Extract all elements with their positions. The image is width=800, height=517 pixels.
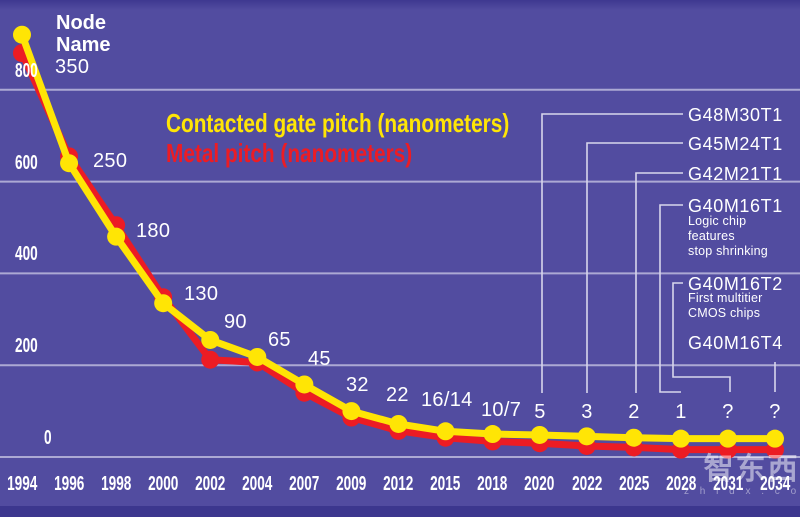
annotation-note-logic-chip: Logic chip features stop shrinking	[688, 214, 768, 259]
annotation-note-line: First multitier	[688, 291, 763, 305]
point-label-q2: ?	[769, 401, 781, 423]
annotation-code-g40m16t4: G40M16T4	[688, 333, 783, 353]
x-tick-label: 2004	[242, 473, 273, 495]
connector-g48m30t1	[541, 113, 683, 393]
data-point	[201, 350, 220, 369]
point-label-350: 350	[55, 56, 90, 78]
data-point	[577, 427, 596, 446]
point-label-32: 32	[346, 374, 369, 396]
top-shade-band	[0, 0, 800, 10]
watermark: 智东西 z h i d x . c o m	[684, 453, 800, 498]
data-point	[201, 330, 220, 349]
point-label-16-14: 16/14	[421, 389, 473, 411]
node-name-header-line1: Node	[56, 12, 106, 34]
connector-g42m21t1	[635, 172, 683, 393]
x-tick-label: 2034	[759, 473, 791, 495]
x-tick-label: 1994	[6, 473, 38, 495]
y-tick-label: 600	[15, 151, 38, 174]
bottom-shade-band	[0, 506, 800, 517]
data-point	[295, 375, 314, 394]
x-tick-label: 2025	[618, 473, 649, 495]
connector-g40m16t2	[672, 282, 731, 392]
y-tick-label: 200	[15, 335, 38, 358]
gate-pitch-series	[13, 25, 784, 448]
point-label-5: 5	[534, 401, 546, 423]
point-label-22: 22	[386, 384, 409, 406]
data-point	[248, 347, 267, 366]
x-tick-label: 1996	[53, 473, 85, 495]
x-tick-label: 2009	[336, 473, 367, 495]
annotation-note-line: stop shrinking	[688, 244, 768, 258]
annotation-connectors	[541, 113, 776, 393]
annotation-code-g40m16t2: G40M16T2	[688, 274, 783, 294]
point-label-3: 3	[581, 401, 593, 423]
point-label-65: 65	[268, 329, 291, 351]
annotation-code-g42m21t1: G42M21T1	[688, 164, 783, 184]
x-tick-label: 2002	[195, 473, 226, 495]
annotation-code-g40m16t1: G40M16T1	[688, 196, 783, 216]
point-label-q1: ?	[722, 401, 734, 423]
annotation-code-g48m30t1: G48M30T1	[688, 105, 783, 125]
x-tick-label: 2028	[665, 473, 697, 495]
point-label-45: 45	[308, 348, 331, 370]
y-tick-label: 0	[44, 427, 52, 449]
annotation-note-multitier: First multitier CMOS chips	[688, 291, 763, 321]
data-point	[60, 154, 79, 173]
connector-g45m24t1	[586, 142, 683, 393]
x-tick-label: 2007	[289, 473, 320, 495]
data-point	[436, 422, 455, 441]
watermark-domain: z h i d x . c o m	[684, 486, 800, 497]
watermark-logo: 智东西	[703, 453, 800, 486]
data-point	[13, 25, 31, 44]
annotation-note-line: CMOS chips	[688, 306, 761, 320]
legend-metal-pitch: Metal pitch (nanometers)	[166, 140, 474, 166]
y-tick-label: 400	[15, 243, 38, 266]
legend-gate-pitch: Contacted gate pitch (nanometers)	[166, 110, 595, 136]
point-label-1: 1	[675, 401, 687, 423]
point-label-180: 180	[136, 220, 171, 242]
x-tick-label: 2031	[712, 473, 744, 495]
data-point	[766, 429, 784, 448]
annotation-note-line: Logic chip	[688, 214, 747, 228]
gridlines	[0, 88, 800, 458]
data-point	[671, 429, 690, 448]
data-point	[483, 425, 502, 444]
x-tick-label: 2000	[148, 473, 179, 495]
x-tick-label: 1998	[100, 473, 132, 495]
x-tick-label: 2012	[383, 473, 414, 495]
annotation-code-g45m24t1: G45M24T1	[688, 134, 783, 154]
node-name-header-line2: Name	[56, 34, 111, 56]
point-label-2: 2	[628, 401, 640, 423]
data-point	[107, 227, 126, 246]
x-tick-label: 2022	[571, 473, 602, 495]
connector-g40m16t1	[659, 204, 683, 393]
y-tick-label: 800	[15, 59, 38, 82]
data-point	[624, 428, 643, 447]
point-label-10-7: 10/7	[481, 399, 522, 421]
data-point	[530, 425, 549, 444]
point-label-250: 250	[93, 150, 128, 172]
data-point	[342, 402, 361, 421]
series-line	[18, 31, 779, 443]
data-point	[154, 294, 173, 313]
point-label-90: 90	[224, 311, 247, 333]
x-tick-label: 2020	[524, 473, 555, 495]
x-tick-label: 2018	[477, 473, 508, 495]
legend-gate-pitch-text: Contacted gate pitch (nanometers)	[166, 108, 510, 138]
point-label-130: 130	[184, 283, 219, 305]
data-point	[718, 429, 737, 448]
annotation-note-line: features	[688, 229, 735, 243]
legend-metal-pitch-text: Metal pitch (nanometers)	[166, 138, 413, 168]
data-point	[389, 414, 408, 433]
x-tick-label: 2015	[430, 473, 461, 495]
